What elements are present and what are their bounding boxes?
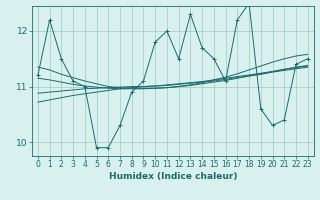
X-axis label: Humidex (Indice chaleur): Humidex (Indice chaleur) [108, 172, 237, 181]
